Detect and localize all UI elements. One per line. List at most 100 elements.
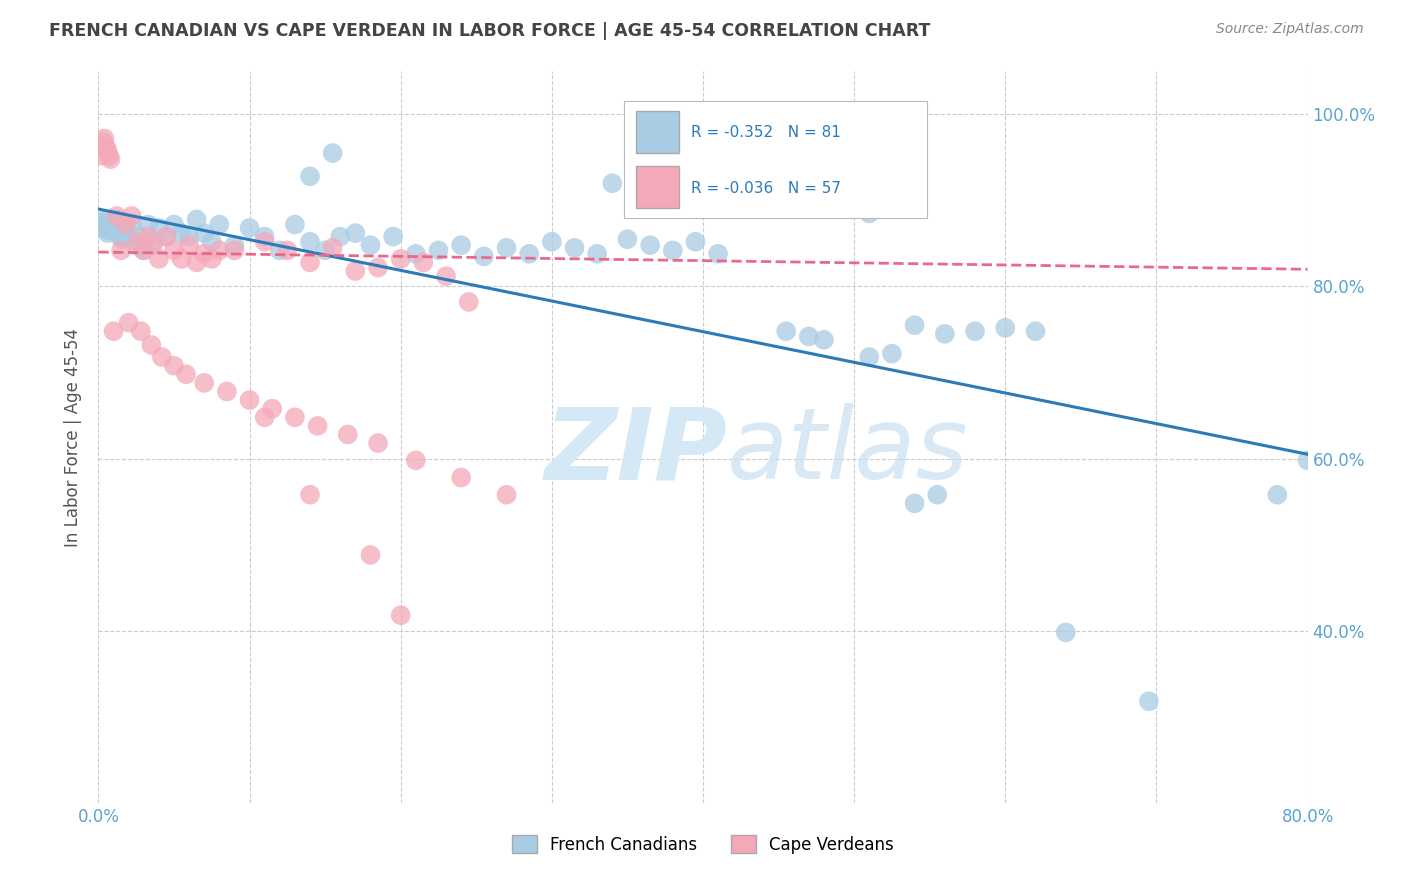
Point	[360, 238, 382, 252]
Point	[129, 324, 152, 338]
Point	[105, 212, 128, 227]
Point	[965, 324, 987, 338]
Point	[517, 247, 540, 261]
Point	[98, 223, 121, 237]
Point	[927, 488, 949, 502]
Point	[994, 320, 1017, 334]
Point	[828, 198, 851, 212]
Point	[1137, 694, 1160, 708]
Point	[174, 368, 197, 382]
Point	[114, 226, 136, 240]
Point	[367, 260, 389, 275]
Point	[253, 235, 276, 249]
Point	[382, 229, 405, 244]
Point	[661, 244, 683, 258]
Point	[858, 350, 880, 364]
Point	[179, 229, 201, 244]
Point	[132, 244, 155, 258]
Point	[193, 376, 215, 390]
Point	[813, 333, 835, 347]
Point	[224, 238, 246, 252]
Point	[276, 244, 298, 258]
Point	[707, 247, 730, 261]
Point	[239, 221, 262, 235]
Point	[1024, 324, 1046, 338]
Point	[336, 427, 359, 442]
Point	[208, 218, 231, 232]
Point	[118, 229, 141, 244]
Point	[141, 338, 163, 352]
Point	[307, 418, 329, 433]
Point	[89, 149, 111, 163]
Point	[89, 219, 111, 234]
Text: FRENCH CANADIAN VS CAPE VERDEAN IN LABOR FORCE | AGE 45-54 CORRELATION CHART: FRENCH CANADIAN VS CAPE VERDEAN IN LABOR…	[49, 22, 931, 40]
Point	[904, 496, 927, 510]
Point	[723, 169, 745, 184]
Point	[121, 209, 143, 223]
Point	[638, 128, 661, 143]
Point	[201, 252, 224, 266]
Point	[1267, 488, 1289, 502]
Point	[1296, 453, 1319, 467]
Point	[654, 112, 676, 126]
Point	[389, 252, 412, 266]
Point	[155, 229, 177, 244]
Point	[495, 241, 517, 255]
Point	[495, 488, 517, 502]
Point	[150, 350, 173, 364]
Point	[1054, 625, 1077, 640]
Point	[239, 393, 262, 408]
Text: Source: ZipAtlas.com: Source: ZipAtlas.com	[1216, 22, 1364, 37]
Point	[125, 238, 148, 252]
Point	[91, 221, 114, 235]
Point	[880, 346, 903, 360]
Point	[90, 140, 112, 154]
Point	[624, 146, 647, 161]
Point	[127, 235, 149, 249]
Point	[934, 326, 956, 341]
Point	[299, 255, 322, 269]
Point	[685, 235, 707, 249]
Point	[367, 436, 389, 450]
Point	[284, 218, 307, 232]
Point	[93, 218, 115, 232]
Point	[136, 229, 159, 244]
Point	[262, 401, 284, 416]
Point	[586, 247, 609, 261]
Point	[110, 244, 132, 258]
Point	[540, 235, 562, 249]
Point	[224, 244, 246, 258]
Point	[215, 384, 238, 399]
Point	[797, 329, 820, 343]
Point	[405, 453, 427, 467]
Point	[647, 120, 669, 135]
Point	[253, 410, 276, 425]
Point	[314, 244, 336, 258]
Point	[129, 229, 152, 244]
Point	[179, 238, 201, 252]
Point	[299, 235, 322, 249]
Point	[98, 149, 121, 163]
Point	[142, 238, 165, 252]
Point	[450, 238, 472, 252]
Point	[132, 244, 155, 258]
Point	[96, 144, 118, 158]
Point	[121, 218, 143, 232]
Point	[94, 212, 117, 227]
Point	[186, 255, 208, 269]
Point	[434, 269, 457, 284]
Point	[148, 252, 170, 266]
Point	[163, 359, 186, 373]
Point	[186, 212, 208, 227]
Point	[858, 206, 880, 220]
Point	[412, 255, 434, 269]
Point	[142, 235, 165, 249]
Text: atlas: atlas	[727, 403, 969, 500]
Point	[564, 241, 586, 255]
Point	[96, 226, 118, 240]
Point	[108, 229, 131, 244]
Point	[360, 548, 382, 562]
Point	[427, 244, 450, 258]
Point	[344, 226, 367, 240]
Point	[193, 226, 215, 240]
